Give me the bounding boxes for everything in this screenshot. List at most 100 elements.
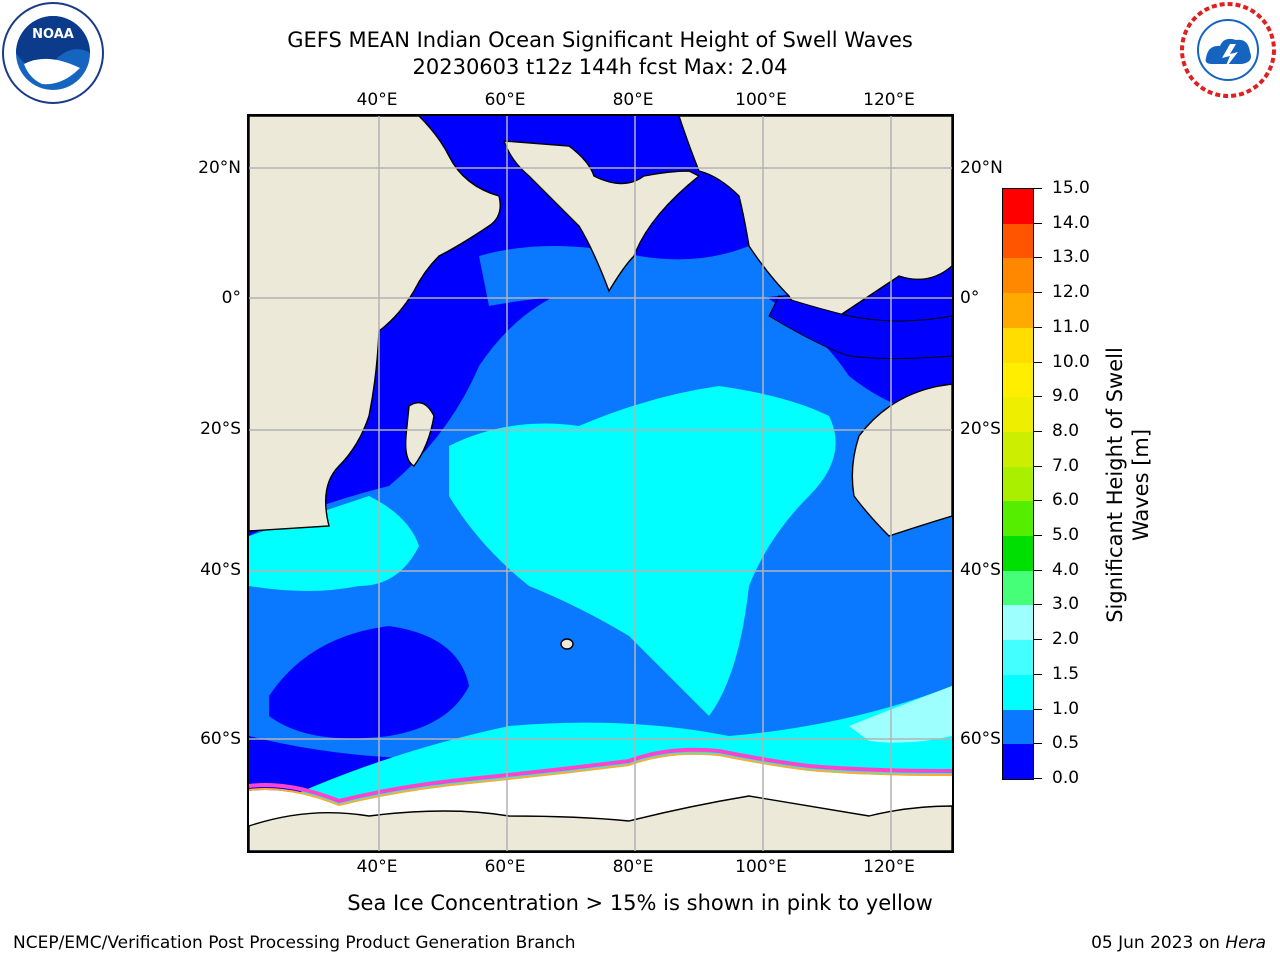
swell-zone-light — [849, 686, 952, 743]
lon-label-bottom: 40°E — [356, 857, 398, 877]
colorbar-tick-label: 11.0 — [1052, 316, 1090, 337]
map-canvas — [249, 116, 952, 851]
colorbar-tick-label: 3.0 — [1052, 594, 1080, 615]
colorbar-tick — [1034, 465, 1042, 467]
lat-label-left: 20°S — [200, 419, 241, 439]
colorbar-segment — [1003, 500, 1033, 537]
lon-label-bottom: 60°E — [484, 857, 526, 877]
colorbar-segment — [1003, 709, 1033, 745]
colorbar-tick — [1034, 500, 1042, 502]
swell-zone-cyan — [449, 386, 836, 716]
swell-zone-medium-north — [479, 246, 809, 306]
lon-label-top: 80°E — [612, 90, 654, 110]
colorbar-tick-label: 1.5 — [1052, 663, 1080, 684]
colorbar-tick-label: 14.0 — [1052, 212, 1090, 233]
swell-zone-cyan-west — [249, 496, 419, 591]
colorbar — [1002, 188, 1034, 780]
colorbar-tick — [1034, 708, 1042, 710]
footer-credit: NCEP/EMC/Verification Post Processing Pr… — [13, 933, 576, 953]
lat-label-right: 20°N — [960, 158, 1003, 178]
colorbar-tick — [1034, 535, 1042, 537]
land-australia — [851, 383, 952, 537]
colorbar-tick-label: 0.0 — [1052, 768, 1080, 788]
lat-label-left: 40°S — [200, 560, 241, 580]
colorbar-title-line2: Waves [m] — [1129, 428, 1153, 542]
colorbar-segment — [1003, 674, 1033, 710]
colorbar-tick — [1034, 673, 1042, 675]
colorbar-segment — [1003, 431, 1033, 467]
lat-label-right: 0° — [960, 288, 980, 308]
colorbar-tick-label: 4.0 — [1052, 559, 1080, 580]
sea-ice-note: Sea Ice Concentration > 15% is shown in … — [347, 891, 933, 915]
colorbar-tick-label: 6.0 — [1052, 490, 1080, 511]
colorbar-segment — [1003, 327, 1033, 363]
colorbar-segment — [1003, 535, 1033, 571]
chart-subtitle: 20230603 t12z 144h fcst Max: 2.04 — [412, 55, 788, 79]
colorbar-segment — [1003, 396, 1033, 432]
colorbar-tick-label: 5.0 — [1052, 525, 1080, 546]
colorbar-tick-label: 15.0 — [1052, 178, 1090, 198]
swell-zone-low-sw — [269, 626, 469, 739]
land-madagascar — [404, 402, 435, 467]
map-frame — [247, 114, 954, 853]
colorbar-tick-label: 7.0 — [1052, 455, 1080, 476]
colorbar-title-line1: Significant Height of Swell — [1103, 347, 1127, 623]
graticule — [249, 116, 952, 851]
colorbar-tick — [1034, 639, 1042, 641]
lon-label-top: 60°E — [484, 90, 526, 110]
colorbar-tick-label: 1.0 — [1052, 698, 1080, 719]
noaa-logo-text: NOAA — [32, 27, 74, 42]
lon-label-bottom: 100°E — [735, 857, 787, 877]
colorbar-segment — [1003, 223, 1033, 259]
land-africa-arabia — [249, 116, 501, 532]
lon-label-bottom: 120°E — [863, 857, 915, 877]
colorbar-segment — [1003, 257, 1033, 294]
colorbar-tick-label: 8.0 — [1052, 420, 1080, 441]
nws-logo — [1178, 0, 1278, 100]
colorbar-tick-label: 12.0 — [1052, 282, 1090, 303]
lon-label-top: 100°E — [735, 90, 787, 110]
colorbar-tick — [1034, 743, 1042, 745]
colorbar-tick — [1034, 188, 1042, 189]
colorbar-tick — [1034, 604, 1042, 606]
colorbar-tick — [1034, 292, 1042, 294]
colorbar-tick-label: 0.5 — [1052, 733, 1080, 754]
lat-label-right: 60°S — [960, 729, 1001, 749]
lon-label-top: 40°E — [356, 90, 398, 110]
colorbar-tick-label: 9.0 — [1052, 386, 1080, 407]
lat-label-right: 20°S — [960, 419, 1001, 439]
colorbar-segment — [1003, 292, 1033, 328]
lat-label-left: 60°S — [200, 729, 241, 749]
colorbar-tick — [1034, 396, 1042, 398]
land-antarctica — [249, 795, 952, 851]
colorbar-segment — [1003, 362, 1033, 398]
colorbar-tick — [1034, 430, 1042, 432]
footer-date-text: 05 Jun 2023 on — [1091, 933, 1226, 953]
colorbar-tick-label: 10.0 — [1052, 351, 1090, 372]
colorbar-segment — [1003, 188, 1033, 224]
colorbar-title: Significant Height of Swell Waves [m] — [1102, 347, 1154, 623]
land-kerguelen — [560, 638, 574, 650]
lon-label-top: 120°E — [863, 90, 915, 110]
colorbar-tick-label: 2.0 — [1052, 629, 1080, 650]
lat-label-left: 20°N — [198, 158, 241, 178]
colorbar-tick — [1034, 222, 1042, 224]
colorbar-segment — [1003, 639, 1033, 675]
colorbar-segment — [1003, 570, 1033, 606]
footer-host: Hera — [1225, 933, 1266, 953]
colorbar-segment — [1003, 466, 1033, 502]
noaa-logo: NOAA — [2, 2, 104, 104]
footer-date: 05 Jun 2023 on Hera — [1091, 933, 1266, 953]
colorbar-segment — [1003, 604, 1033, 641]
land-southeast-asia — [678, 116, 952, 317]
colorbar-tick — [1034, 326, 1042, 328]
colorbar-tick — [1034, 257, 1042, 259]
ice-edge-yellow — [249, 752, 952, 807]
lat-label-left: 0° — [221, 288, 241, 308]
colorbar-segment — [1003, 743, 1033, 779]
colorbar-tick — [1034, 569, 1042, 571]
sea-indonesia — [768, 295, 952, 359]
lon-label-bottom: 80°E — [612, 857, 654, 877]
chart-title: GEFS MEAN Indian Ocean Significant Heigh… — [287, 28, 913, 52]
colorbar-tick — [1034, 361, 1042, 363]
